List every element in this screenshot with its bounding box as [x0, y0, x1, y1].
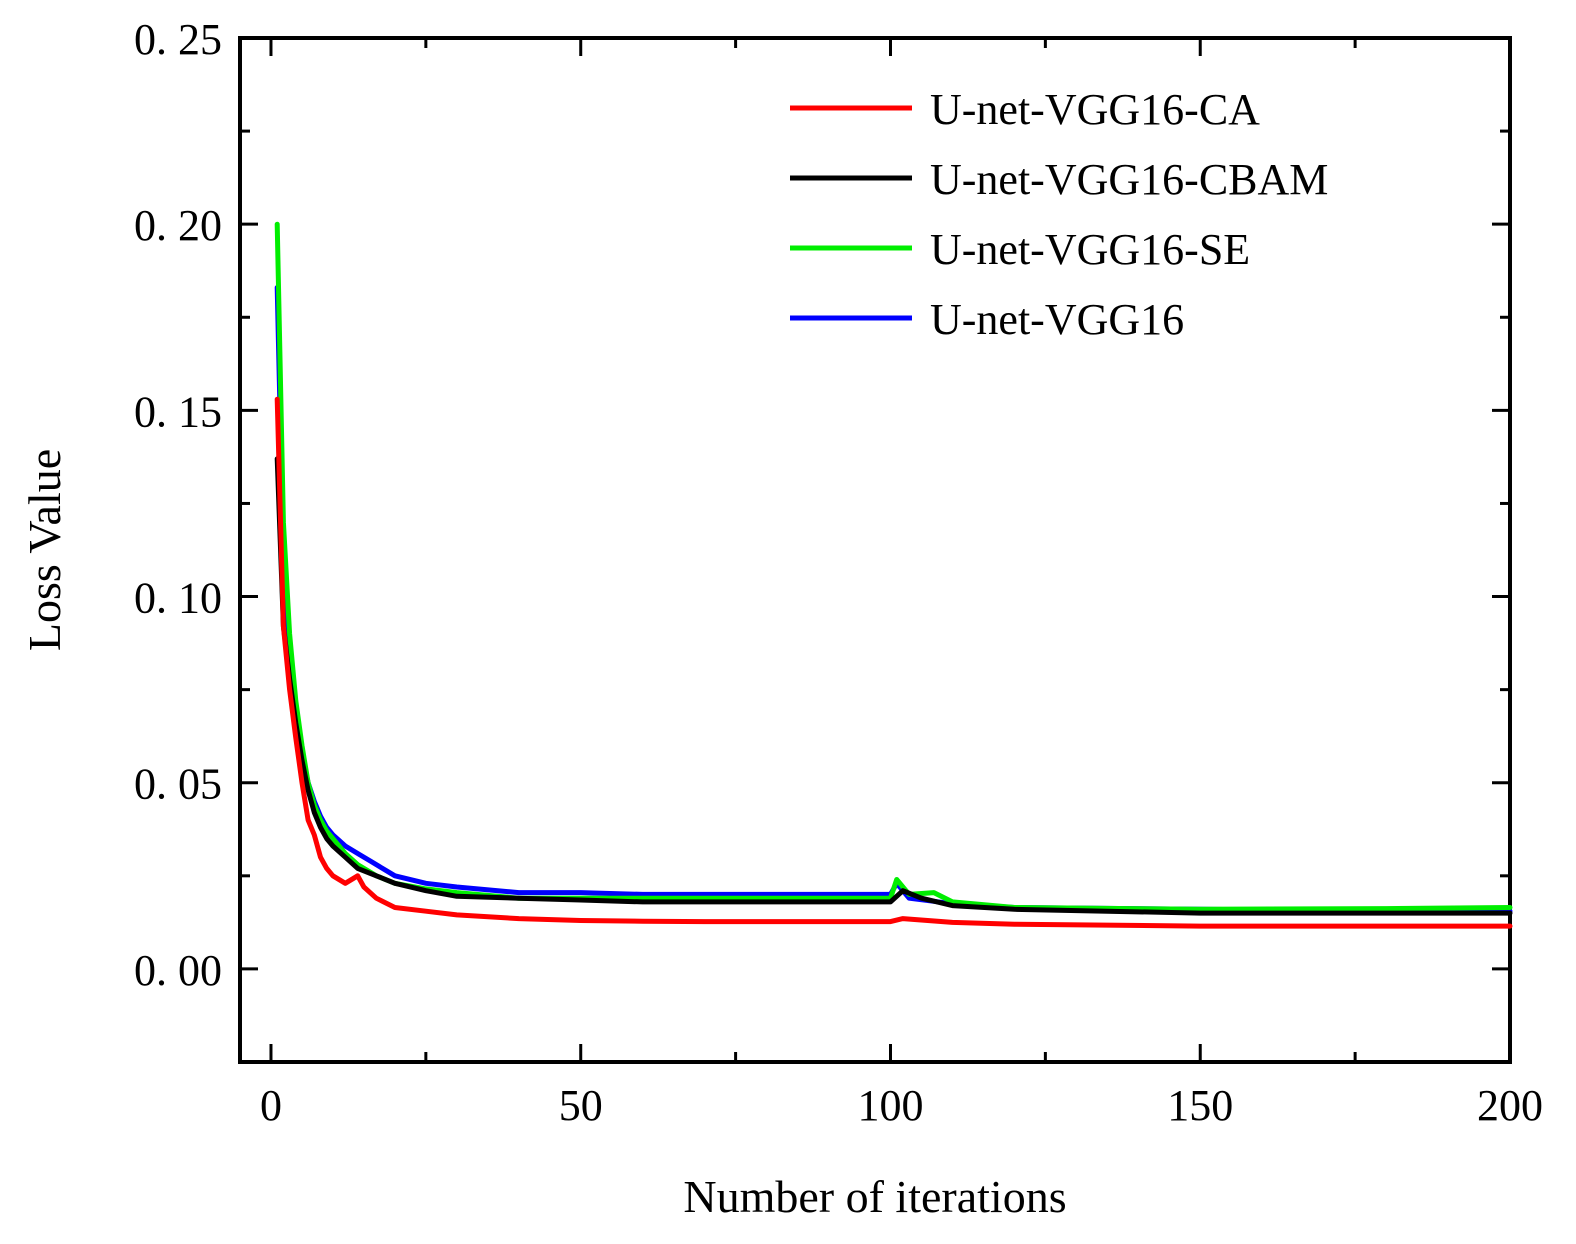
series-line-u-net-vgg16-ca [274, 396, 1513, 929]
x-tick-label: 50 [559, 1081, 603, 1130]
y-axis: 0. 00 0. 05 0. 10 0. 15 0. 20 0. 25 [134, 15, 1510, 1064]
x-tick-label: 100 [857, 1081, 923, 1130]
y-tick-label: 0. 05 [134, 760, 222, 809]
legend-label: U-net-VGG16-CA [930, 85, 1260, 134]
y-tick-label: 0. 25 [134, 15, 222, 64]
y-axis-title: Loss Value [19, 449, 70, 651]
y-tick-label: 0. 20 [134, 201, 222, 250]
legend-label: U-net-VGG16 [930, 295, 1184, 344]
x-tick-label: 0 [260, 1081, 282, 1130]
x-axis-title: Number of iterations [683, 1171, 1066, 1222]
series-line-u-net-vgg16-cbam [274, 456, 1513, 916]
x-axis: 0 50 100 150 200 [260, 38, 1543, 1130]
legend-label: U-net-VGG16-SE [930, 225, 1250, 274]
series-lines [274, 221, 1513, 929]
legend: U-net-VGG16-CA U-net-VGG16-CBAM U-net-VGG1… [790, 85, 1328, 344]
series-line-u-net-vgg16-se [274, 221, 1513, 912]
y-tick-label: 0. 10 [134, 574, 222, 623]
x-tick-label: 150 [1167, 1081, 1233, 1130]
legend-label: U-net-VGG16-CBAM [930, 155, 1328, 204]
y-tick-label: 0. 15 [134, 387, 222, 436]
x-tick-label: 200 [1477, 1081, 1543, 1130]
plot-frame [238, 36, 1512, 1064]
y-tick-label: 0. 00 [134, 946, 222, 995]
series-line-u-net-vgg16 [274, 285, 1513, 914]
